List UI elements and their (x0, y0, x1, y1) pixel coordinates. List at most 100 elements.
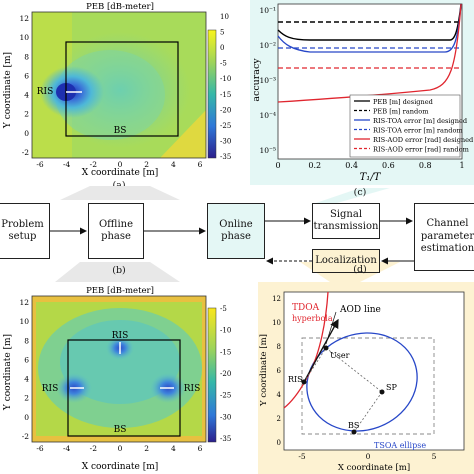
panel-d-ylabel: Y coordinate [m] (259, 334, 269, 407)
ris-aod-designed-line (277, 3, 462, 103)
y-tick-label: -2 (22, 148, 30, 157)
y-tick-label: 4 (24, 91, 29, 100)
offline-phase-box: Offline phase (88, 203, 144, 259)
colorbar-tick-label: -25 (220, 122, 231, 130)
online-phase-box: Online phase (207, 203, 265, 259)
x-tick-label: 0 (275, 161, 280, 170)
x-tick-label: -2 (90, 444, 98, 453)
y-tick-label: 8 (277, 343, 281, 351)
x-tick-label: -4 (63, 444, 71, 453)
colorbar-tick-label: -10 (220, 327, 231, 335)
panel-c-legend (349, 94, 461, 158)
legend-entry: PEB [m] designed (373, 98, 434, 106)
hyperbola-label: hyperbola (292, 314, 333, 323)
legend-entry: RIS-TOA error [m] random (373, 127, 463, 135)
legend-entry: PEB [m] random (373, 108, 429, 116)
x-tick-label: 4 (171, 160, 176, 169)
colorbar-tick-label: -15 (220, 91, 231, 99)
x-tick-label: 2 (144, 160, 149, 169)
channel-estimation-box: Channel parameter estimation (414, 203, 474, 271)
y-tick-label: 12 (19, 14, 29, 23)
y-tick-label: 0 (24, 129, 29, 138)
caption-b: (b) (112, 265, 126, 276)
y-tick-label: 6 (277, 367, 282, 375)
user-point (323, 345, 329, 351)
colorbar-tick-label: -35 (220, 153, 231, 161)
y-tick-label: 10 (272, 319, 281, 327)
panel-a-title: PEB [dB-meter] (86, 2, 154, 12)
y-tick-label: 0 (277, 439, 281, 447)
caption-a: (a) (112, 180, 126, 191)
panel-a-ylabel: Y coordinate [m] (3, 52, 13, 129)
y-tick-label: 10⁻⁴ (259, 111, 276, 120)
panel-c-y-ticks: 10⁻¹ 10⁻² 10⁻³ 10⁻⁴ 10⁻⁵ (259, 6, 276, 155)
x-tick-label: -6 (36, 444, 44, 453)
y-tick-label: 10 (19, 33, 29, 42)
problem-setup-box: Problem setup (0, 203, 50, 259)
caption-c: (c) (353, 187, 367, 198)
localization-box: Localization (312, 249, 380, 273)
panel-a-colorbar-ticks: 10 5 0 -5 -10 -15 -20 -25 -30 -35 (220, 13, 231, 161)
colorbar-tick-label: -5 (220, 305, 227, 313)
panel-d-x-ticks: -5 0 5 (298, 452, 436, 461)
x-tick-label: 0 (118, 160, 123, 169)
x-tick-label: 6 (198, 160, 203, 169)
colorbar-tick-label: -20 (220, 370, 231, 378)
flow-arrows (50, 217, 414, 265)
colorbar-tick-label: -35 (220, 435, 231, 443)
signal-transmission-box: Signal transmission (312, 203, 380, 239)
x-tick-label: -4 (63, 160, 71, 169)
panel-a-heatmap: PEB [dB-meter] RIS BS -6 -4 -2 0 2 4 6 1210864… (3, 2, 231, 178)
panel-a-ris-label: RIS (37, 87, 54, 97)
panel-d-plot: TDOA hyperbola AOD line User RIS SP BS T… (259, 291, 465, 473)
aod-line (303, 318, 339, 383)
x-tick-label: 0 (118, 444, 123, 453)
sp-label: SP (386, 383, 397, 392)
tsoa-ellipse (306, 332, 418, 432)
panel-b-heatmap: PEB [dB-meter] RIS RIS RIS BS -6 -4 -2 0 2 4 6… (3, 286, 231, 472)
colorbar-tick-label: -25 (220, 392, 231, 400)
x-tick-label: 0.8 (419, 161, 432, 170)
colorbar-tick-label: -10 (220, 75, 231, 83)
tdoa-label: TDOA (292, 303, 320, 313)
legend-entry: RIS-TOA error [m] designed (373, 117, 468, 125)
peb-designed-line (277, 3, 462, 41)
panel-b-title: PEB [dB-meter] (86, 286, 154, 296)
y-tick-label: 10⁻¹ (259, 6, 276, 15)
panel-b-x-ticks: -6 -4 -2 0 2 4 6 (36, 444, 202, 453)
panel-a-colorbar (207, 29, 217, 159)
caption-d: (d) (353, 264, 367, 275)
ris-point (301, 379, 307, 385)
y-tick-label: 2 (277, 415, 281, 423)
panel-b-ylabel: Y coordinate [m] (3, 334, 13, 411)
x-tick-label: 5 (432, 452, 437, 461)
x-tick-label: 2 (144, 444, 149, 453)
x-tick-label: 1 (459, 161, 464, 170)
panel-c-x-ticks: 0 0.2 0.4 0.6 0.8 1 (275, 161, 464, 170)
y-tick-label: 2 (24, 110, 29, 119)
y-tick-label: 8 (24, 52, 29, 61)
aod-label: AOD line (339, 305, 381, 315)
y-tick-label: 4 (277, 391, 282, 399)
y-tick-label: 6 (24, 71, 29, 80)
colorbar-tick-label: -5 (220, 60, 227, 68)
colorbar-tick-label: -15 (220, 348, 231, 356)
y-tick-label: 10 (19, 317, 29, 326)
y-tick-label: 8 (24, 336, 29, 345)
y-tick-label: 10⁻² (259, 41, 276, 50)
sp-point (379, 389, 385, 395)
bs-point (351, 429, 357, 435)
bs-d-label: BS (348, 421, 359, 430)
colorbar-tick-label: 5 (220, 29, 224, 37)
panel-b-bs-label: BS (114, 425, 127, 435)
panel-a-xlabel: X coordinate [m] (82, 168, 159, 178)
ris-d-label: RIS (288, 375, 303, 384)
x-tick-label: -2 (90, 160, 98, 169)
x-tick-label: 0.4 (345, 161, 358, 170)
x-tick-label: -5 (298, 452, 306, 461)
x-tick-label: -6 (36, 160, 44, 169)
y-tick-label: 2 (24, 394, 29, 403)
x-tick-label: 0.2 (308, 161, 321, 170)
panel-c-ylabel: accuracy (251, 58, 262, 102)
panel-d-y-ticks: 12 10 8 6 4 2 0 (272, 295, 281, 447)
